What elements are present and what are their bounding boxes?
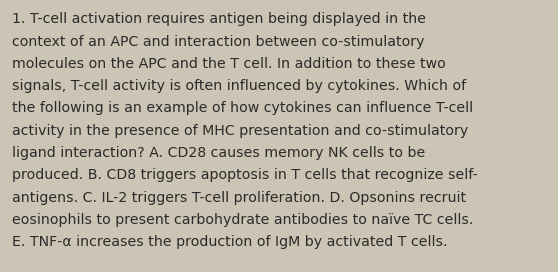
Text: context of an APC and interaction between co-stimulatory: context of an APC and interaction betwee… — [12, 35, 425, 48]
Text: antigens. C. IL-2 triggers T-cell proliferation. D. Opsonins recruit: antigens. C. IL-2 triggers T-cell prolif… — [12, 191, 466, 205]
Text: produced. B. CD8 triggers apoptosis in T cells that recognize self-: produced. B. CD8 triggers apoptosis in T… — [12, 168, 478, 182]
Text: eosinophils to present carbohydrate antibodies to naïve TC cells.: eosinophils to present carbohydrate anti… — [12, 213, 474, 227]
Text: ligand interaction? A. CD28 causes memory NK cells to be: ligand interaction? A. CD28 causes memor… — [12, 146, 426, 160]
Text: activity in the presence of MHC presentation and co-stimulatory: activity in the presence of MHC presenta… — [12, 124, 469, 138]
Text: E. TNF-α increases the production of IgM by activated T cells.: E. TNF-α increases the production of IgM… — [12, 235, 448, 249]
Text: molecules on the APC and the T cell. In addition to these two: molecules on the APC and the T cell. In … — [12, 57, 446, 71]
Text: the following is an example of how cytokines can influence T-cell: the following is an example of how cytok… — [12, 101, 473, 115]
Text: signals, T-cell activity is often influenced by cytokines. Which of: signals, T-cell activity is often influe… — [12, 79, 466, 93]
Text: 1. T-cell activation requires antigen being displayed in the: 1. T-cell activation requires antigen be… — [12, 12, 426, 26]
